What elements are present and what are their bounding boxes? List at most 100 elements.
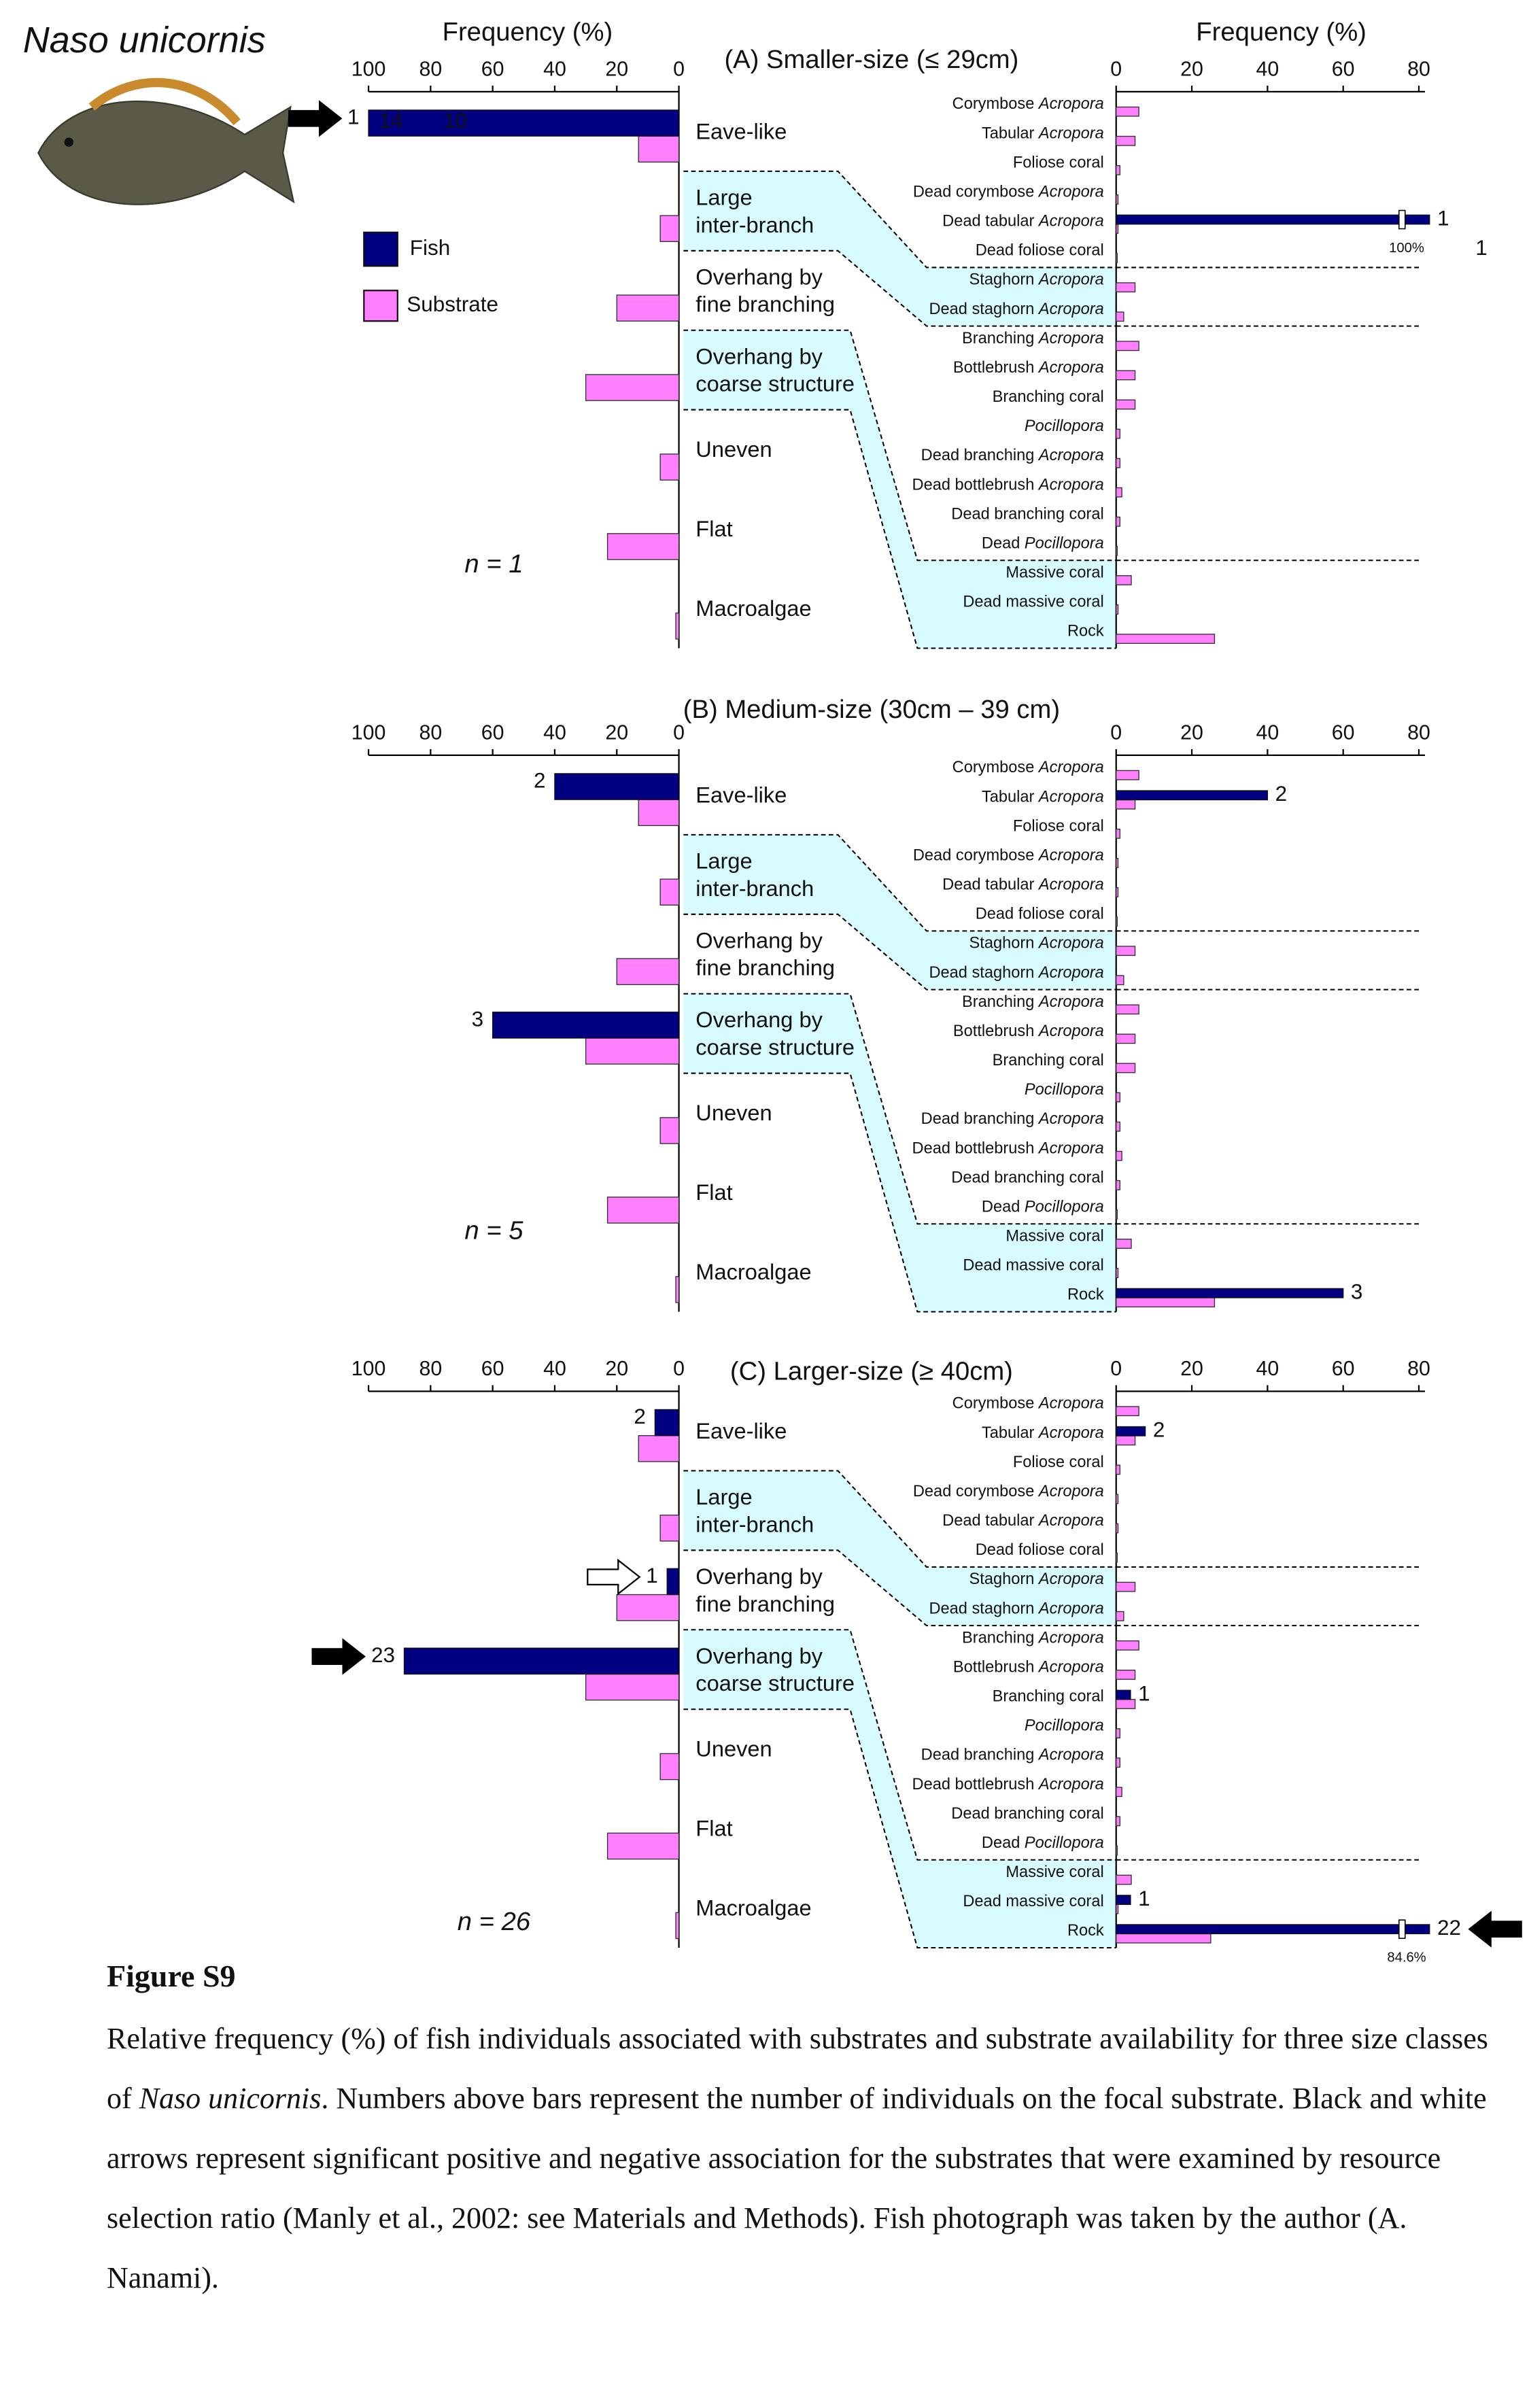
category-label: Macroalgae [695,1895,811,1920]
substrate-bar [659,215,680,242]
panel-title: (A) Smaller-size (≤ 29cm) [724,45,1018,74]
axis-break [1398,1919,1406,1939]
fish-bar [1116,790,1269,801]
category-label: Branching Acropora [962,993,1104,1011]
x-tick-label: 40 [1256,721,1279,744]
fish-bar [1116,1895,1131,1906]
category-label: Dead Pocillopora [982,535,1104,553]
count-label: 1 [1138,1887,1150,1910]
category-label: Large inter-branch [695,184,814,237]
substrate-bar [1116,545,1118,556]
x-tick-label: 80 [419,1358,442,1380]
substrate-bar [606,1832,680,1860]
category-label: Dead Pocillopora [982,1199,1104,1216]
fish-bar [492,1012,680,1039]
category-label: Eave-like [695,1418,787,1443]
count-label: 22 [1437,1916,1461,1940]
fish-bar [1116,214,1430,225]
link-line [683,993,1116,1313]
category-label: Dead corymbose Acropora [913,847,1104,865]
category-label: Flat [695,1815,732,1840]
negative-arrow [587,1558,641,1596]
category-label: Large inter-branch [695,848,814,900]
substrate-bar [659,1753,680,1781]
x-tick-label: 80 [1407,58,1430,80]
substrate-bar [1116,1150,1122,1161]
substrate-bar [1116,946,1136,957]
link-region [683,1470,1116,1626]
substrate-bar [1116,1209,1118,1220]
category-label: Overhang by fine branching [695,1563,835,1615]
category-label: Dead branching coral [951,506,1103,523]
substrate-bar [1116,828,1120,839]
legend-swatch-fish [363,231,398,267]
category-label: Dead massive coral [963,594,1103,611]
substrate-bar [1116,1523,1119,1534]
category-label: Tabular Acropora [982,125,1104,143]
category-label: Dead corymbose Acropora [913,1483,1104,1500]
x-tick-label: 80 [1407,1358,1430,1380]
count-label: 2 [1275,782,1288,806]
fish-bar [368,109,680,137]
category-label: Dead branching Acropora [921,1747,1104,1764]
x-axis-label: Frequency (%) [1196,18,1367,47]
link-line [683,329,1116,649]
substrate-bar [1116,106,1139,117]
substrate-bar [1116,458,1120,468]
substrate-bar [1116,770,1139,780]
legend-swatch-substrate [363,290,398,322]
substrate-bar [1116,135,1136,146]
substrate-bar [1116,1787,1122,1798]
substrate-bar [1116,799,1136,810]
category-label: Foliose coral [1013,818,1104,836]
category-label: Staghorn Acropora [969,271,1104,289]
category-label: Dead branching coral [951,1805,1103,1823]
category-label: Pocillopora [1025,417,1104,435]
category-label: Dead bottlebrush Acropora [912,1776,1104,1793]
category-label: Foliose coral [1013,154,1104,172]
link-line [683,1629,1116,1949]
category-label: Branching Acropora [962,330,1104,347]
substrate-bar [1116,1552,1118,1563]
category-label: Corymbose Acropora [952,759,1104,776]
legend-label: Fish [410,236,450,260]
x-tick-label: 20 [605,1358,628,1380]
category-label: Flat [695,516,732,541]
substrate-bar [1116,1494,1119,1504]
link-region [683,171,1116,326]
category-label: Dead massive coral [963,1257,1103,1275]
category-label: Flat [695,1180,732,1205]
category-label: Dead tabular Acropora [942,213,1104,230]
category-label: Overhang by coarse structure [695,1642,855,1695]
category-label: Eave-like [695,782,787,807]
substrate-bar [659,1514,680,1542]
category-label: Uneven [695,436,772,462]
x-tick-label: 80 [1407,721,1430,744]
category-label: Dead bottlebrush Acropora [912,477,1104,494]
axis-break [1398,209,1406,230]
substrate-bar [659,1117,680,1144]
count-label: 1 [646,1564,658,1587]
category-label: Uneven [695,1736,772,1761]
count-label: 1 [1437,206,1449,230]
x-tick-label: 20 [605,721,628,744]
substrate-bar [1116,1063,1136,1073]
substrate-bar [1116,1092,1120,1103]
substrate-bar [1116,604,1119,615]
substrate-bar [1116,1670,1136,1680]
category-label: Bottlebrush Acropora [953,1022,1104,1040]
substrate-bar [1116,1239,1132,1249]
category-label: Tabular Acropora [982,1424,1104,1442]
x-tick-label: 40 [543,1358,566,1380]
category-label: Macroalgae [695,596,811,621]
substrate-bar [616,294,680,322]
link-line [683,170,1116,327]
category-label: Dead staghorn Acropora [929,1600,1103,1618]
category-label: Corymbose Acropora [952,1395,1104,1413]
substrate-bar [606,533,680,560]
substrate-bar [1116,370,1136,381]
substrate-bar [1116,1297,1216,1308]
substrate-bar [1116,1874,1132,1885]
category-label: Dead Pocillopora [982,1834,1104,1852]
caption-run: Naso unicornis [139,2082,322,2115]
